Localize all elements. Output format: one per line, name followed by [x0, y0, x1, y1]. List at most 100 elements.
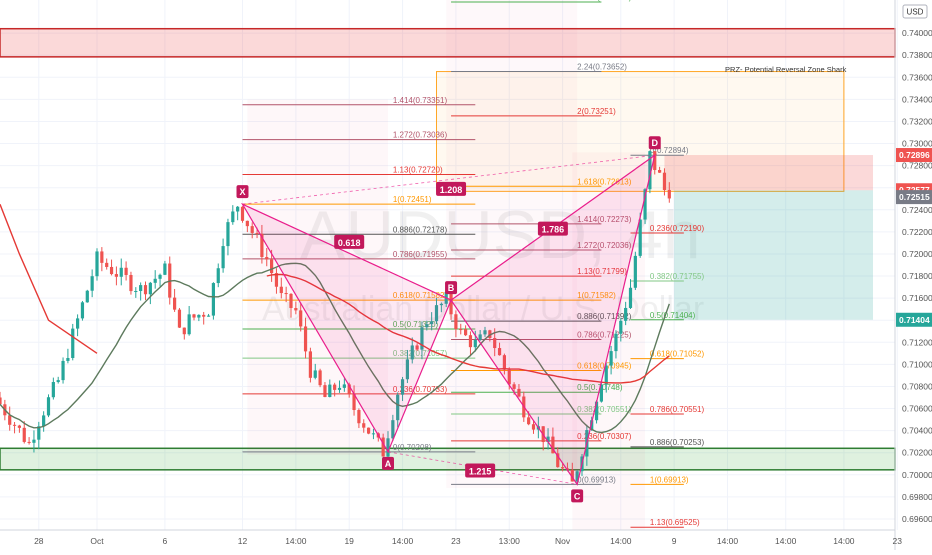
- y-tick-label: 0.71800: [902, 271, 932, 281]
- candle-body: [367, 427, 371, 434]
- x-tick-label: 23: [893, 536, 903, 546]
- candle-body: [381, 437, 385, 457]
- fib-label: 1.272(0.73036): [393, 131, 448, 140]
- candle-body: [575, 471, 579, 482]
- fib-label: 1.13(0.71799): [577, 267, 627, 276]
- candle-body: [129, 274, 133, 292]
- candle-body: [638, 219, 642, 256]
- candle-body: [648, 151, 652, 190]
- candle-body: [231, 211, 235, 223]
- candle-body: [32, 439, 36, 443]
- x-tick-label: 9: [672, 536, 677, 546]
- candle-body: [240, 206, 245, 221]
- candle-body: [158, 274, 162, 279]
- candle-body: [114, 274, 118, 277]
- candle-body: [12, 424, 17, 426]
- candle-body: [177, 309, 182, 328]
- candle-body: [299, 310, 303, 327]
- fib-label: 0.382(0.70551): [577, 405, 632, 414]
- candle-body: [56, 380, 60, 383]
- ratio-label: 1.215: [469, 466, 492, 476]
- candle-body: [153, 278, 157, 283]
- x-tick-label: Oct: [90, 536, 104, 546]
- candle-body: [449, 292, 453, 315]
- resistance-zone: [0, 27, 896, 58]
- candle-body: [27, 441, 31, 443]
- candle-body: [357, 410, 361, 424]
- fib-label: 0.786(0.70551): [650, 405, 705, 414]
- candle-body: [454, 314, 458, 330]
- fib-label: 0.886(0.71392): [577, 312, 632, 321]
- y-tick-label: 0.72000: [902, 249, 932, 259]
- fib-label: 0.886(0.72178): [393, 225, 448, 234]
- pattern-point-bg: [445, 281, 458, 295]
- fib-label: 2.24(0.73652): [577, 63, 627, 72]
- price-badge-label: 0.71404: [899, 315, 930, 325]
- candle-body: [619, 320, 623, 334]
- y-tick-label: 0.70200: [902, 448, 932, 458]
- candle-body: [46, 397, 51, 416]
- candle-body: [308, 351, 312, 378]
- candle-body: [119, 267, 123, 277]
- candle-body: [371, 433, 376, 435]
- candle-body: [570, 469, 574, 482]
- currency-label: USD: [907, 8, 924, 17]
- price-badge: [896, 190, 932, 205]
- fib-label: 0.5(0.71404): [650, 311, 696, 320]
- candle-body: [148, 282, 152, 295]
- candle-body: [163, 263, 167, 275]
- candle-body: [512, 384, 516, 389]
- candle-body: [192, 314, 196, 318]
- candle-body: [415, 345, 419, 350]
- x-tick-label: 14:00: [717, 536, 739, 546]
- pattern-xb: [242, 203, 452, 301]
- fib-label: 1.13(0.72720): [393, 165, 443, 174]
- y-tick-label: 0.71000: [902, 359, 932, 369]
- pattern-point-c: C: [574, 491, 581, 501]
- y-tick-label: 0.72400: [902, 205, 932, 215]
- ratio-label: 1.786: [542, 225, 565, 235]
- candle-body: [124, 267, 128, 275]
- candle-body: [109, 266, 114, 275]
- candle-body: [624, 307, 628, 321]
- candle-body: [85, 290, 89, 303]
- candle-body: [396, 394, 400, 421]
- price-badge: [896, 148, 932, 163]
- price-badge: [896, 312, 932, 327]
- candle-body: [653, 151, 657, 170]
- candle-body: [502, 355, 506, 370]
- zones: [0, 27, 896, 471]
- candle-body: [0, 397, 2, 405]
- candle-body: [459, 329, 463, 331]
- candle-body: [507, 369, 511, 385]
- candle-body: [139, 285, 143, 292]
- y-tick-label: 0.72800: [902, 161, 932, 171]
- candle-body: [347, 384, 351, 395]
- candle-body: [182, 327, 186, 335]
- candle-body: [488, 330, 492, 338]
- ratio-label-bg: [537, 221, 568, 236]
- candle-body: [255, 232, 259, 234]
- fib-set-1: 1.414(0.73351) 1.272(0.73036) 1.13(0.72720…: [242, 96, 476, 453]
- fib-label: 2.618(0.74282): [577, 0, 632, 2]
- y-tick-label: 0.73000: [902, 139, 932, 149]
- y-tick-label: 0.70000: [902, 470, 932, 480]
- y-tick-label: 0.70400: [902, 426, 932, 436]
- candle-body: [90, 276, 94, 291]
- pattern-point-b: B: [448, 283, 455, 293]
- candle-body: [313, 370, 317, 378]
- candle-body: [386, 438, 390, 457]
- candle-body: [551, 436, 555, 454]
- candle-body: [260, 233, 264, 257]
- fib-label: 0(0.72894): [650, 146, 689, 155]
- candle-body: [628, 287, 633, 308]
- fib-set-3: 0(0.72894) 0.236(0.72190) 0.382(0.71755) 0.…: [630, 146, 705, 528]
- candle-body: [274, 273, 279, 287]
- candle-body: [643, 189, 647, 220]
- candle-body: [284, 293, 288, 295]
- x-tick-label: 28: [34, 536, 44, 546]
- fib-label: 1.272(0.72036): [577, 241, 632, 250]
- candle-body: [197, 314, 201, 318]
